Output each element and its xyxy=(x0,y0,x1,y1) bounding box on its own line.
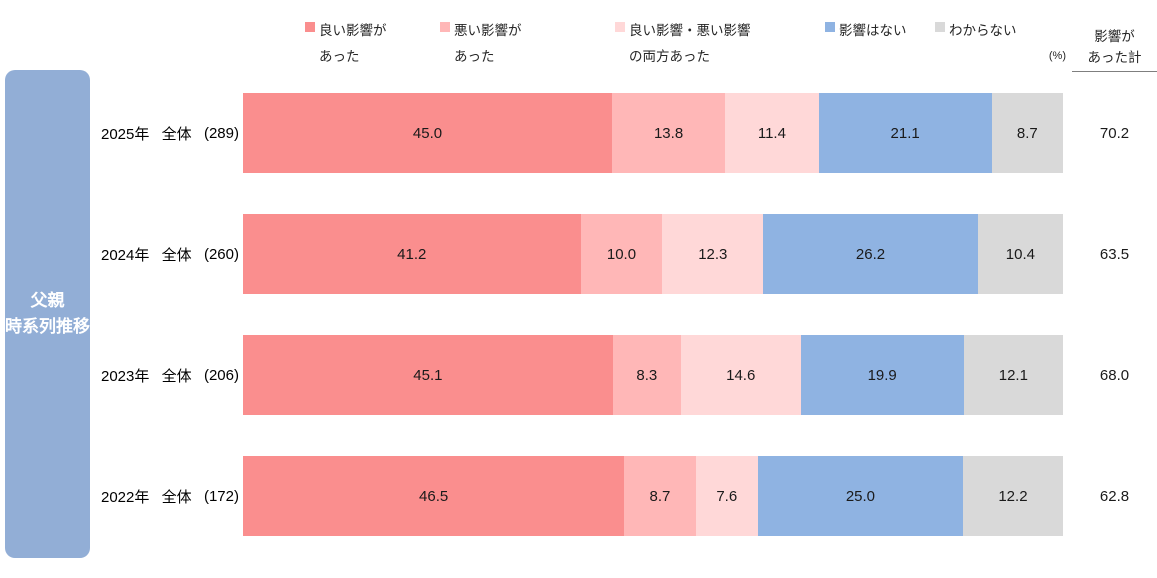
legend-item-label: 良い影響・悪い影響 の両方あった xyxy=(629,18,751,70)
bar-segment: 10.4 xyxy=(977,214,1063,294)
segment-value-label: 12.3 xyxy=(698,245,728,263)
segment-value-label: 26.2 xyxy=(855,245,886,263)
bar-segment: 45.1 xyxy=(243,335,613,415)
group-sidebar: 父親 時系列推移 xyxy=(5,70,90,558)
legend-item-label: 良い影響が あった xyxy=(319,18,387,70)
total-column-header-line2: あった計 xyxy=(1087,50,1142,65)
legend-item-label: わからない xyxy=(949,18,1017,44)
legend-item-1: 悪い影響が あった xyxy=(440,18,522,70)
segment-value-label: 7.6 xyxy=(716,487,738,505)
legend-item-label-line: あった xyxy=(319,49,360,64)
bar-segment: 45.0 xyxy=(243,93,612,173)
row-sample-size: (172) xyxy=(203,487,239,505)
row-label: 2024年 全体 (260) xyxy=(101,214,239,294)
legend-item-label: 悪い影響が あった xyxy=(454,18,522,70)
bar-segment: 13.8 xyxy=(612,93,726,173)
legend-swatch-icon xyxy=(825,22,835,32)
segment-value-label: 45.0 xyxy=(412,124,443,142)
segment-value-label: 14.6 xyxy=(726,366,756,384)
legend-swatch-icon xyxy=(305,22,315,32)
segment-value-label: 8.3 xyxy=(636,366,658,384)
bar-segment: 21.1 xyxy=(818,93,992,173)
legend-swatch-icon xyxy=(615,22,625,32)
row-total-affected: 62.8 xyxy=(1099,487,1130,505)
bar-segment: 25.0 xyxy=(757,456,963,536)
bar-segment: 14.6 xyxy=(680,335,801,415)
segment-value-label: 12.2 xyxy=(998,487,1028,505)
group-sidebar-line2: 時系列推移 xyxy=(5,317,90,336)
total-column-header: 影響が あった計 xyxy=(1072,26,1157,72)
row-total-affected: 63.5 xyxy=(1099,245,1130,263)
stacked-bar: 46.5 8.7 7.6 25.0 12.2 xyxy=(243,456,1063,536)
bar-segment: 19.9 xyxy=(800,335,964,415)
segment-value-label: 19.9 xyxy=(867,366,897,384)
row-total-affected: 68.0 xyxy=(1099,366,1130,384)
row-sample-size: (289) xyxy=(203,124,239,142)
bar-segment: 46.5 xyxy=(243,456,625,536)
segment-value-label: 8.7 xyxy=(1016,124,1038,142)
segment-value-label: 13.8 xyxy=(653,124,684,142)
group-sidebar-line1: 父親 xyxy=(30,290,65,310)
row-year: 2024年 xyxy=(101,246,150,264)
legend-item-label-line: 影響はない xyxy=(839,23,907,38)
segment-value-label: 8.7 xyxy=(649,487,671,505)
stacked-bar: 45.0 13.8 11.4 21.1 8.7 xyxy=(243,93,1063,173)
row-scope: 全体 xyxy=(161,488,192,506)
legend-item-label-line: 悪い影響が xyxy=(454,23,522,38)
segment-value-label: 25.0 xyxy=(845,487,876,505)
legend-item-0: 良い影響が あった xyxy=(305,18,387,70)
segment-value-label: 10.4 xyxy=(1005,245,1035,263)
row-year: 2023年 xyxy=(101,367,150,385)
legend-item-label-line: あった xyxy=(454,49,495,64)
row-label: 2023年 全体 (206) xyxy=(101,335,239,415)
bar-segment: 8.7 xyxy=(991,93,1063,173)
bar-segment: 12.2 xyxy=(962,456,1063,536)
bar-segment: 11.4 xyxy=(725,93,819,173)
bar-segment: 8.7 xyxy=(624,456,696,536)
legend-item-label-line: わからない xyxy=(949,23,1017,38)
legend-item-3: 影響はない xyxy=(825,18,907,44)
group-sidebar-label: 父親 時系列推移 xyxy=(5,288,90,341)
legend-swatch-icon xyxy=(440,22,450,32)
bar-segment: 8.3 xyxy=(612,335,681,415)
bar-segment: 12.1 xyxy=(963,335,1063,415)
legend-item-4: わからない xyxy=(935,18,1017,44)
row-sample-size: (260) xyxy=(203,245,239,263)
legend-item-2: 良い影響・悪い影響 の両方あった xyxy=(615,18,751,70)
legend-item-label-line: 良い影響が xyxy=(319,23,387,38)
bar-segment: 12.3 xyxy=(662,214,764,294)
row-sample-size: (206) xyxy=(203,366,239,384)
row-label: 2022年 全体 (172) xyxy=(101,456,239,536)
segment-value-label: 12.1 xyxy=(998,366,1028,384)
segment-value-label: 21.1 xyxy=(890,124,920,142)
bar-segment: 26.2 xyxy=(763,214,978,294)
row-scope: 全体 xyxy=(161,367,192,385)
stacked-bar: 41.2 10.0 12.3 26.2 10.4 xyxy=(243,214,1063,294)
bar-segment: 7.6 xyxy=(695,456,758,536)
row-label: 2025年 全体 (289) xyxy=(101,93,239,173)
row-scope: 全体 xyxy=(161,125,192,143)
row-year: 2025年 xyxy=(101,125,150,143)
legend-item-label-line: 良い影響・悪い影響 xyxy=(629,23,751,38)
bar-segment: 41.2 xyxy=(243,214,581,294)
segment-value-label: 46.5 xyxy=(419,487,449,505)
segment-value-label: 11.4 xyxy=(757,124,786,142)
legend-item-label: 影響はない xyxy=(839,18,907,44)
segment-value-label: 10.0 xyxy=(606,245,637,263)
stacked-bar: 45.1 8.3 14.6 19.9 12.1 xyxy=(243,335,1063,415)
segment-value-label: 41.2 xyxy=(397,245,427,263)
row-total-affected: 70.2 xyxy=(1099,124,1130,142)
total-column-header-line1: 影響が xyxy=(1094,29,1135,44)
legend-item-label-line: の両方あった xyxy=(629,49,710,64)
bar-segment: 10.0 xyxy=(580,214,663,294)
row-year: 2022年 xyxy=(101,488,150,506)
unit-label: (%) xyxy=(1048,50,1066,62)
row-scope: 全体 xyxy=(161,246,192,264)
segment-value-label: 45.1 xyxy=(413,366,443,384)
legend-swatch-icon xyxy=(935,22,945,32)
